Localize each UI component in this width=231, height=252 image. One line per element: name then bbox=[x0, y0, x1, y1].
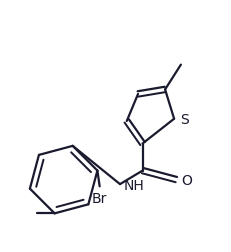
Text: O: O bbox=[181, 173, 192, 187]
Text: S: S bbox=[180, 112, 188, 126]
Text: NH: NH bbox=[123, 178, 144, 193]
Text: Br: Br bbox=[92, 192, 107, 205]
